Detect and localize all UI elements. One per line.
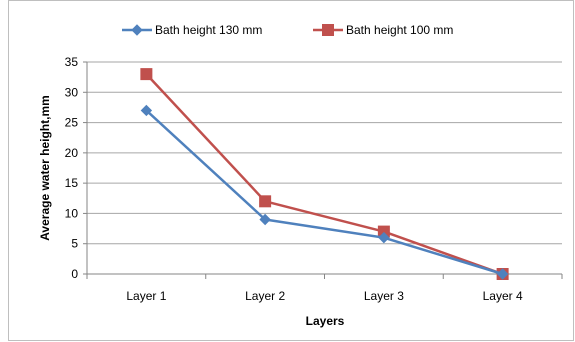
legend-label: Bath height 100 mm <box>346 23 453 37</box>
legend-item: Bath height 130 mm <box>122 23 262 37</box>
legend-marker <box>322 24 334 36</box>
data-point <box>378 231 390 244</box>
legend-item: Bath height 100 mm <box>313 23 453 37</box>
y-tick-label: 20 <box>65 146 79 160</box>
x-tick-label: Layer 3 <box>364 289 404 303</box>
y-tick-label: 35 <box>65 55 79 69</box>
x-tick-labels: Layer 1 Layer 2 Layer 3 Layer 4 <box>126 289 523 303</box>
y-tick-label: 30 <box>65 85 79 99</box>
x-tick-label: Layer 1 <box>126 289 166 303</box>
x-tick-label: Layer 2 <box>245 289 285 303</box>
series-line <box>145 109 503 276</box>
series-line <box>145 73 504 276</box>
y-tick-label: 0 <box>71 267 78 281</box>
data-point <box>140 68 153 81</box>
series-2 <box>140 68 509 280</box>
legend-label: Bath height 130 mm <box>155 23 262 37</box>
gridlines <box>87 61 562 245</box>
axes <box>83 61 563 279</box>
y-tick-labels: 0 5 10 15 20 25 30 35 <box>65 55 79 281</box>
legend-marker <box>131 24 143 36</box>
data-point <box>140 104 153 117</box>
series-lines <box>140 68 509 280</box>
legend: Bath height 130 mm Bath height 100 mm <box>122 23 453 37</box>
x-axis-title: Layers <box>306 314 345 328</box>
chart-frame <box>8 0 574 341</box>
series-1 <box>140 104 509 280</box>
y-tick-label: 5 <box>71 237 78 251</box>
y-tick-label: 10 <box>65 206 79 220</box>
data-point <box>259 213 271 226</box>
data-point <box>259 195 272 208</box>
y-tick-label: 15 <box>65 176 79 190</box>
data-point <box>496 268 509 280</box>
x-tick-label: Layer 4 <box>483 289 523 303</box>
y-tick-label: 25 <box>65 116 79 130</box>
y-axis-title: Average water height,mm <box>38 95 52 241</box>
